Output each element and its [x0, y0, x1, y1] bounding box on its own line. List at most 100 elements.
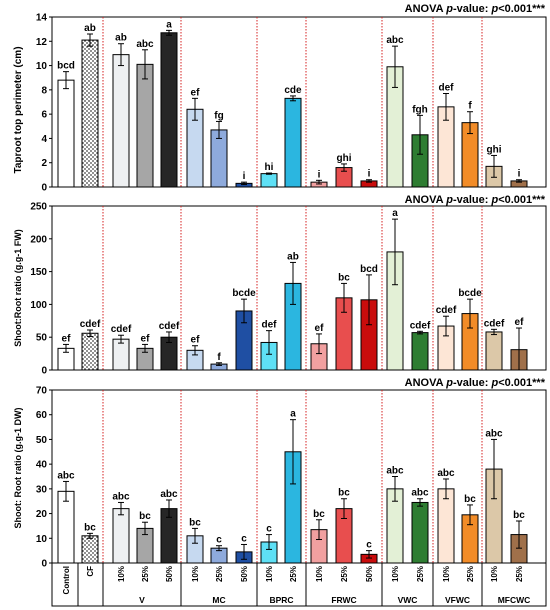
bar — [284, 97, 302, 188]
x-tick-label: 25% — [340, 566, 349, 582]
significance-letter: ab — [287, 251, 299, 262]
x-tick-label: 25% — [215, 566, 224, 582]
significance-letter: ab — [84, 23, 96, 34]
x-tick-label: 25% — [466, 566, 475, 582]
significance-letter: c — [366, 540, 372, 551]
significance-letter: c — [266, 524, 272, 535]
significance-letter: cdef — [410, 320, 431, 331]
significance-letter: cdef — [159, 321, 180, 332]
significance-letter: bc — [189, 517, 201, 528]
significance-letter: f — [468, 101, 472, 112]
x-tick-label: 10% — [391, 566, 400, 582]
significance-letter: c — [216, 535, 222, 546]
chart-panel-dw-ratio: ANOVA p-value: p<0.001*** Shoot: Root ra… — [13, 377, 547, 570]
bar — [112, 508, 130, 564]
y-tick-label: 4 — [41, 134, 47, 145]
significance-letter: ef — [141, 333, 151, 344]
x-tick-label: 25% — [289, 566, 298, 582]
significance-letter: bc — [313, 509, 325, 520]
bar — [160, 32, 178, 188]
significance-letter: i — [368, 169, 371, 180]
y-tick-label: 10 — [36, 61, 48, 72]
significance-letter: bc — [464, 494, 476, 505]
significance-letter: abc — [437, 468, 455, 479]
x-tick-label: 25% — [416, 566, 425, 582]
significance-letter: cdef — [436, 305, 457, 316]
significance-letter: cde — [284, 85, 302, 96]
bar — [186, 108, 204, 188]
y-tick-label: 50 — [36, 435, 48, 446]
significance-letter: ghi — [337, 153, 352, 164]
x-tick-label: 50% — [365, 566, 374, 582]
significance-letter: ef — [515, 317, 525, 328]
significance-letter: bc — [338, 488, 350, 499]
group-label: MC — [212, 595, 225, 605]
y-tick-label: 0 — [41, 366, 47, 377]
x-tick-label: CF — [86, 566, 95, 577]
y-tick-label: 40 — [36, 460, 48, 471]
y-tick-label: 0 — [41, 559, 47, 570]
significance-letter: a — [166, 19, 172, 30]
significance-letter: def — [439, 83, 455, 94]
significance-letter: abc — [386, 466, 404, 477]
significance-letter: a — [290, 409, 296, 420]
significance-letter: abc — [136, 39, 154, 50]
significance-letter: c — [241, 533, 247, 544]
bar — [112, 54, 130, 188]
significance-letter: cdef — [111, 324, 132, 335]
group-label: BPRC — [269, 595, 293, 605]
chart-panel-taproot: ANOVA p-value: p<0.001*** Taproot top pe… — [13, 3, 547, 194]
bar — [411, 332, 429, 371]
y-tick-label: 0 — [41, 183, 47, 194]
significance-letter: bc — [84, 522, 96, 533]
significance-letter: cdef — [484, 318, 505, 329]
y-tick-label: 150 — [30, 267, 47, 278]
y-tick-label: 100 — [30, 300, 47, 311]
significance-letter: abc — [485, 428, 503, 439]
significance-letter: bcd — [360, 264, 378, 275]
significance-letter: bc — [338, 272, 350, 283]
x-tick-label: 50% — [165, 566, 174, 582]
x-tick-label: 10% — [265, 566, 274, 582]
significance-letter: cdef — [80, 319, 101, 330]
group-label: VWC — [398, 595, 418, 605]
x-tick-label: Control — [62, 566, 71, 594]
significance-letter: ef — [62, 333, 72, 344]
significance-letter: f — [217, 352, 221, 363]
significance-letter: hi — [265, 162, 274, 173]
significance-letter: ab — [115, 33, 127, 44]
anova-annotation: ANOVA p-value: p<0.001*** — [405, 194, 546, 206]
group-label: FRWC — [331, 595, 356, 605]
significance-letter: a — [392, 208, 398, 219]
bar — [437, 488, 455, 564]
bar — [136, 63, 154, 188]
bar — [411, 501, 429, 564]
significance-letter: abc — [112, 491, 130, 502]
significance-letter: bc — [513, 510, 525, 521]
group-label: VFWC — [445, 595, 470, 605]
group-label: MFCWC — [498, 595, 531, 605]
x-tick-label: 25% — [141, 566, 150, 582]
y-tick-label: 200 — [30, 234, 47, 245]
y-tick-label: 14 — [36, 13, 48, 24]
significance-letter: i — [318, 169, 321, 180]
bar — [260, 173, 278, 188]
significance-letter: abc — [411, 488, 429, 499]
y-tick-label: 10 — [36, 534, 48, 545]
anova-annotation: ANOVA p-value: p<0.001*** — [405, 3, 546, 15]
y-tick-label: 6 — [41, 110, 47, 121]
significance-letter: bcde — [458, 288, 482, 299]
bar — [485, 331, 503, 371]
anova-annotation: ANOVA p-value: p<0.001*** — [405, 377, 546, 389]
significance-letter: ef — [191, 87, 201, 98]
significance-letter: i — [243, 171, 246, 182]
y-tick-label: 250 — [30, 202, 47, 213]
y-tick-label: 2 — [41, 158, 47, 169]
x-tick-label: 10% — [117, 566, 126, 582]
bar — [81, 39, 99, 188]
x-tick-label: 10% — [442, 566, 451, 582]
significance-letter: fg — [214, 110, 223, 121]
significance-letter: bcde — [232, 288, 256, 299]
